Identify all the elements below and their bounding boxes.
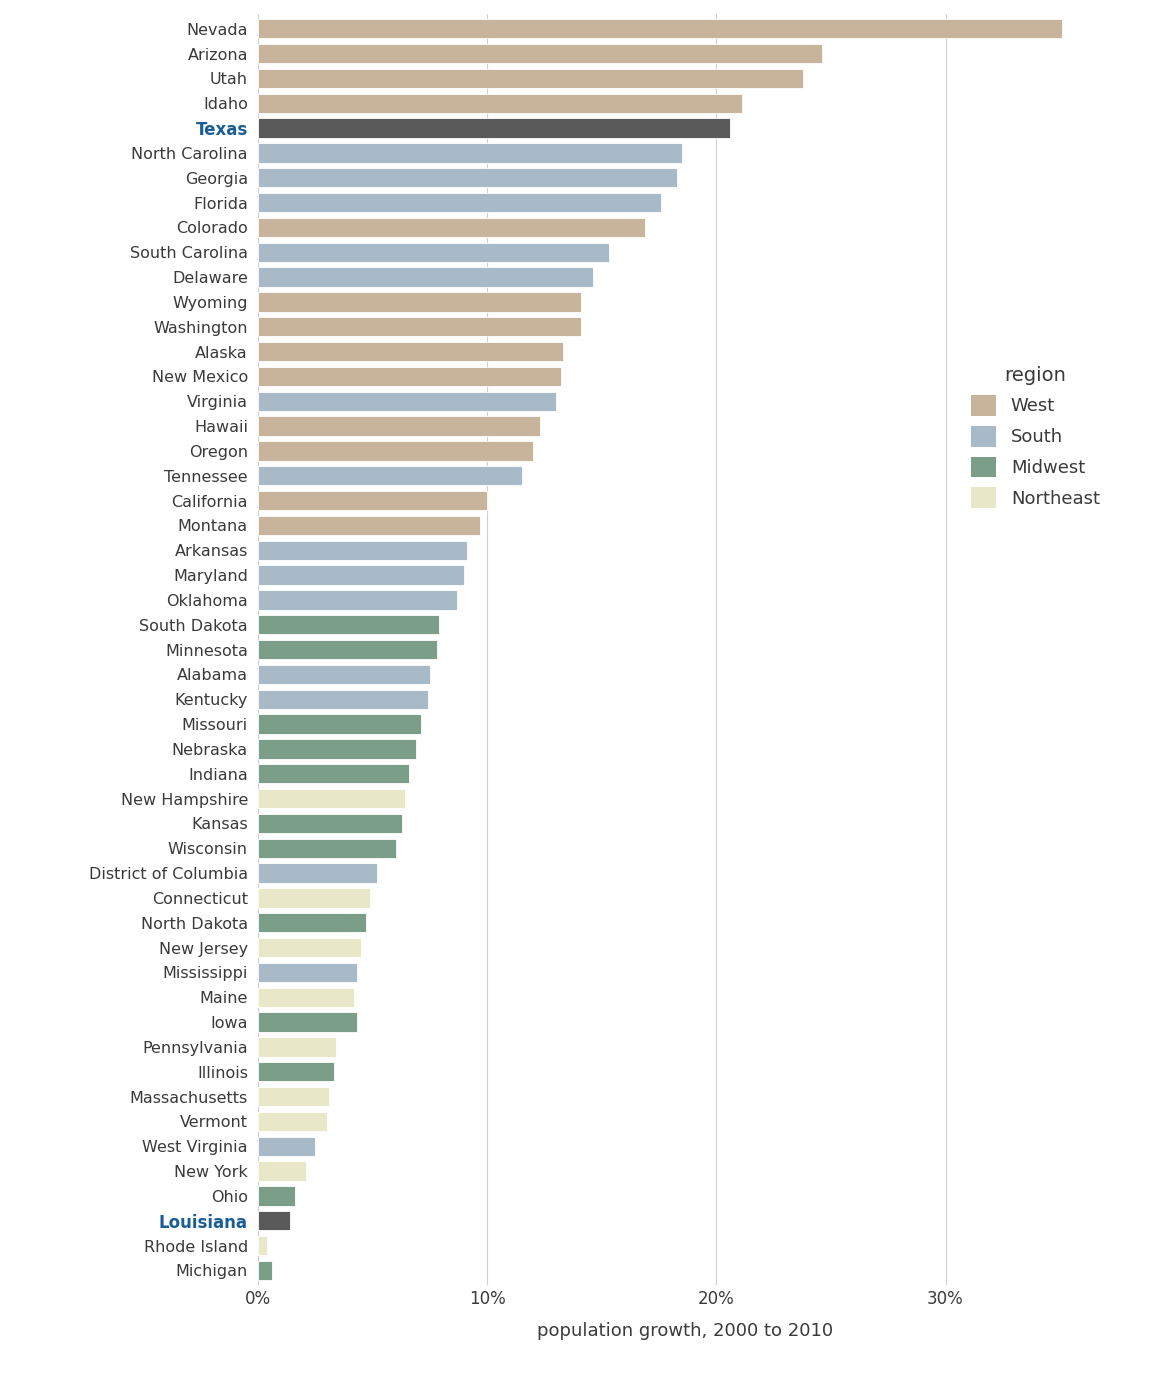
Bar	[258, 169, 677, 188]
Bar	[258, 19, 1062, 39]
Bar	[258, 515, 480, 535]
Bar	[258, 1260, 272, 1280]
Bar	[258, 739, 416, 759]
Bar	[258, 938, 362, 958]
Bar	[258, 144, 682, 163]
Bar	[258, 714, 420, 734]
Legend: West, South, Midwest, Northeast: West, South, Midwest, Northeast	[971, 366, 1100, 509]
Bar	[258, 242, 608, 263]
Bar	[258, 1211, 290, 1230]
Bar	[258, 1111, 327, 1130]
Bar	[258, 864, 377, 883]
Bar	[258, 466, 522, 485]
Bar	[258, 1236, 267, 1255]
Bar	[258, 1086, 329, 1106]
Bar	[258, 764, 409, 784]
Bar	[258, 914, 365, 933]
Bar	[258, 988, 355, 1007]
Bar	[258, 1186, 295, 1205]
Bar	[258, 1136, 316, 1155]
Bar	[258, 814, 402, 833]
Bar	[258, 1161, 306, 1180]
Bar	[258, 366, 561, 386]
Bar	[258, 491, 487, 510]
Bar	[258, 1036, 336, 1057]
X-axis label: population growth, 2000 to 2010: population growth, 2000 to 2010	[537, 1323, 834, 1341]
Bar	[258, 590, 457, 609]
Bar	[258, 69, 803, 88]
Bar	[258, 218, 645, 238]
Bar	[258, 44, 821, 64]
Bar	[258, 889, 370, 908]
Bar	[258, 94, 742, 113]
Bar	[258, 292, 581, 311]
Bar	[258, 316, 581, 336]
Bar	[258, 789, 404, 808]
Bar	[258, 540, 467, 560]
Bar	[258, 1013, 357, 1032]
Bar	[258, 391, 556, 410]
Bar	[258, 640, 437, 659]
Bar	[258, 615, 439, 634]
Bar	[258, 963, 357, 983]
Bar	[258, 267, 592, 286]
Bar	[258, 565, 464, 585]
Bar	[258, 665, 430, 684]
Bar	[258, 416, 540, 435]
Bar	[258, 441, 533, 460]
Bar	[258, 193, 661, 213]
Bar	[258, 1061, 334, 1081]
Bar	[258, 119, 730, 138]
Bar	[258, 839, 395, 858]
Bar	[258, 341, 563, 361]
Bar	[258, 690, 427, 709]
